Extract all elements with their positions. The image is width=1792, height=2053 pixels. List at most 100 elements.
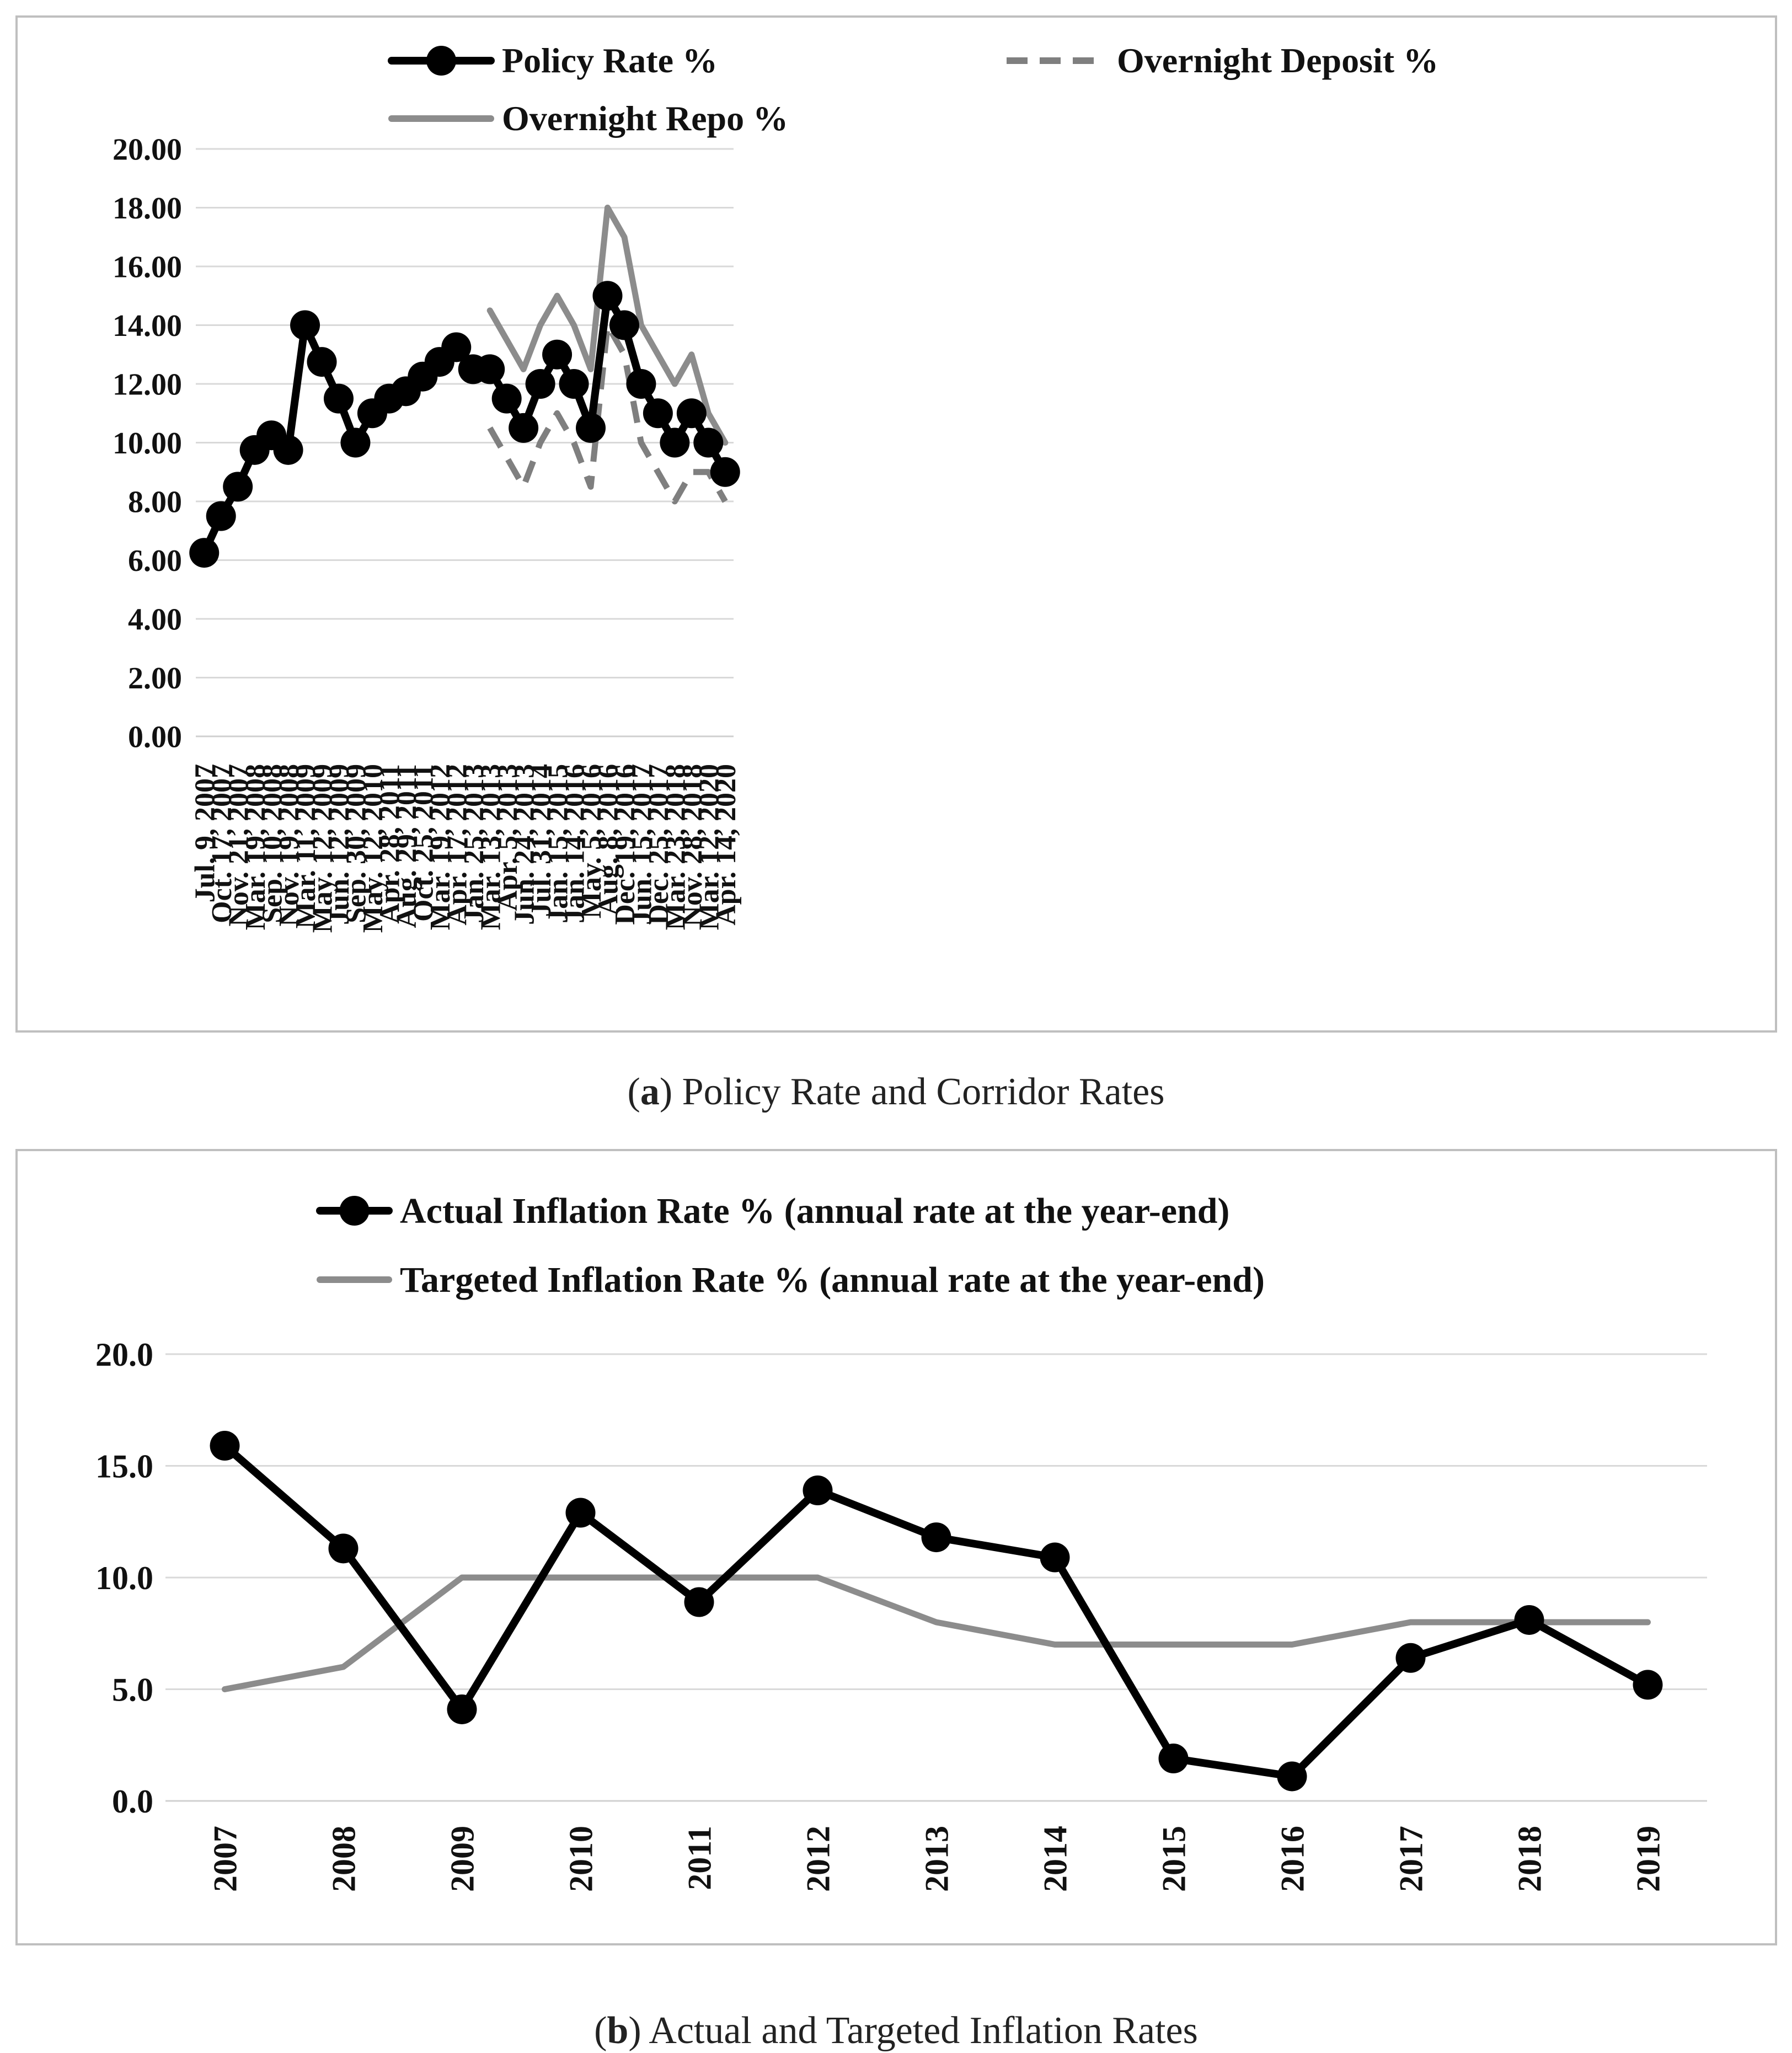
chart-b-xtick-label: 2011: [682, 1826, 718, 1890]
chart-b-legend-marker-0: [339, 1196, 370, 1226]
chart-a-xtick-label: Sep. 30, 2009: [341, 764, 372, 923]
chart-b-series-0-point: [1395, 1643, 1426, 1673]
chart-b-ytick-label: 20.0: [95, 1336, 153, 1373]
chart-b-xtick-label: 2017: [1393, 1826, 1430, 1892]
chart-a-series-0-point: [542, 339, 573, 370]
chart-a-series-0-point: [643, 398, 673, 429]
chart-a-legend-label-1: Overnight Deposit %: [1117, 41, 1438, 80]
chart-a-xtick-label: Apr. 17, 2012: [441, 764, 473, 926]
chart-a-ytick-label: 0.00: [128, 720, 182, 755]
chart-a-xtick-label: Jan. 25, 2013: [458, 764, 490, 923]
chart-a-series-0-point: [609, 310, 639, 340]
chart-a-series-0-point: [340, 427, 371, 458]
chart-a-xtick-label: May. 12, 2010: [357, 764, 389, 933]
chart-a-ytick-label: 2.00: [128, 661, 182, 696]
chart-a-xtick-label: Apr. 14, 2020: [710, 764, 742, 926]
chart-a-xtick-label: Sep. 10, 2008: [256, 764, 288, 923]
caption-b-label: b: [607, 2009, 629, 2052]
chart-a-xtick-label: Aug. 8, 2016: [593, 764, 624, 915]
chart-b-series-0-point: [684, 1587, 714, 1617]
chart-a-series-0-point: [491, 383, 522, 414]
chart-b-legend-label-0: Actual Inflation Rate % (annual rate at …: [400, 1191, 1229, 1231]
chart-b-xtick-label: 2014: [1037, 1826, 1074, 1892]
chart-a-xtick-label: Nov. 28, 2018: [677, 764, 708, 927]
chart-b-series-0-point: [1277, 1761, 1307, 1792]
chart-a-ytick-label: 4.00: [128, 603, 182, 637]
chart-b-series-0-point: [565, 1498, 596, 1528]
chart-a-xtick-label: Mar. 19, 2012: [425, 764, 456, 930]
chart-a-series-0-point: [626, 369, 656, 399]
chart-a-xtick-label: Apr. 5, 2013: [492, 764, 523, 911]
chart-b-xtick-label: 2008: [326, 1826, 362, 1892]
chart-a-legend-marker-0: [426, 46, 456, 76]
chart-a-ytick-label: 20.00: [113, 133, 182, 167]
chart-b-xtick-label: 2007: [207, 1826, 244, 1892]
chart-a-ytick-label: 10.00: [113, 426, 182, 461]
chart-a-series-0-point: [693, 427, 724, 458]
chart-a-xtick-label: Jul. 9, 2007: [189, 764, 221, 902]
chart-b-series-0-point: [1633, 1670, 1663, 1700]
chart-a-ytick-label: 16.00: [113, 250, 182, 285]
chart-b-xtick-label: 2015: [1156, 1826, 1192, 1892]
caption-a-open: (: [627, 1071, 640, 1113]
chart-a-series-0-point: [475, 354, 505, 384]
chart-a-series-2-line: [486, 205, 729, 446]
chart-b-series-0-point: [447, 1694, 477, 1724]
chart-b-series-0-point: [1158, 1744, 1189, 1774]
chart-a-xtick-label: Mar. 11, 2009: [290, 764, 322, 929]
chart-a-series-0-point: [592, 281, 623, 311]
chart-a-series-0-point: [223, 472, 253, 502]
chart-a-xtick-label: Apr. 28, 2011: [375, 764, 406, 924]
chart-a: 0.00 2.00 4.00 6.00 8.00 10.00 12.00 14.00 16.00…: [15, 15, 1777, 1033]
chart-b-xtick-label: 2016: [1275, 1826, 1311, 1892]
chart-a-xtick-label: Mar. 12, 2020: [693, 764, 725, 930]
chart-a-ytick-label: 6.00: [128, 544, 182, 578]
chart-b-series-0-point: [210, 1431, 240, 1461]
chart-a-series-0-point: [676, 398, 707, 429]
chart-b-ytick-label: 5.0: [112, 1672, 153, 1708]
chart-b-series-1-line: [222, 1574, 1651, 1692]
chart-a-xtick-label: Jun. 15, 2017: [627, 764, 658, 925]
chart-a-xtick-label: Mar. 13, 2013: [475, 764, 506, 930]
chart-b-xtick-label: 2013: [919, 1826, 955, 1892]
chart-b-legend-label-1: Targeted Inflation Rate % (annual rate a…: [400, 1260, 1265, 1300]
chart-a-series-1-line: [487, 322, 728, 505]
chart-a-ytick-label: 12.00: [113, 368, 182, 402]
caption-a-text: ) Policy Rate and Corridor Rates: [659, 1071, 1165, 1113]
chart-a-series-0-point: [559, 369, 589, 399]
caption-a-label: a: [640, 1071, 660, 1113]
chart-a-legend-label-2: Overnight Repo %: [502, 99, 788, 138]
chart-a-xtick-label: May. 12, 2009: [307, 764, 339, 933]
chart-b-series-0-point: [1040, 1542, 1070, 1573]
chart-a-xtick-label: Dec. 25, 2017: [643, 764, 675, 925]
caption-a: (a) Policy Rate and Corridor Rates: [0, 1070, 1792, 1114]
chart-b-xtick-label: 2009: [445, 1826, 481, 1892]
chart-b-xtick-label: 2012: [800, 1826, 837, 1892]
chart-a-xtick-label: Jan. 15, 2015: [542, 764, 574, 923]
chart-b-ytick-label: 15.0: [95, 1448, 153, 1485]
chart-a-legend-label-0: Policy Rate %: [502, 41, 718, 80]
chart-a-xtick-label: Jun. 24, 2013: [509, 764, 540, 925]
chart-a-ytick-label: 14.00: [113, 309, 182, 343]
chart-a-ytick-label: 8.00: [128, 485, 182, 520]
chart-a-series-0-point: [323, 383, 354, 414]
chart-a-ytick-label: 18.00: [113, 191, 182, 226]
chart-a-xtick-label: Nov. 21, 2007: [223, 764, 254, 927]
chart-b: 0.0 5.0 10.0 15.0 20.0 2007 2008 2009 2010 2011 20…: [15, 1149, 1777, 1945]
chart-a-xtick-label: May. 5, 2016: [576, 764, 607, 918]
caption-b-open: (: [594, 2009, 607, 2052]
chart-a-xtick-label: Mar. 23, 2018: [660, 764, 692, 930]
chart-a-xtick-label: Jan. 14, 2016: [559, 764, 591, 923]
chart-a-series-0-point: [290, 310, 320, 340]
chart-b-xtick-label: 2010: [563, 1826, 600, 1892]
chart-a-series-0-point: [525, 369, 555, 399]
chart-a-series-0-point: [206, 501, 236, 531]
chart-a-series-0-point: [189, 538, 220, 568]
chart-b-ytick-label: 0.0: [112, 1783, 153, 1820]
chart-a-xtick-label: Jul. 31, 2014: [526, 764, 557, 917]
chart-b-xtick-label: 2019: [1630, 1826, 1667, 1892]
chart-b-series-0-point: [921, 1522, 951, 1553]
chart-a-xtick-label: Nov. 19, 2008: [274, 764, 305, 927]
chart-a-series-0-point: [273, 435, 303, 465]
